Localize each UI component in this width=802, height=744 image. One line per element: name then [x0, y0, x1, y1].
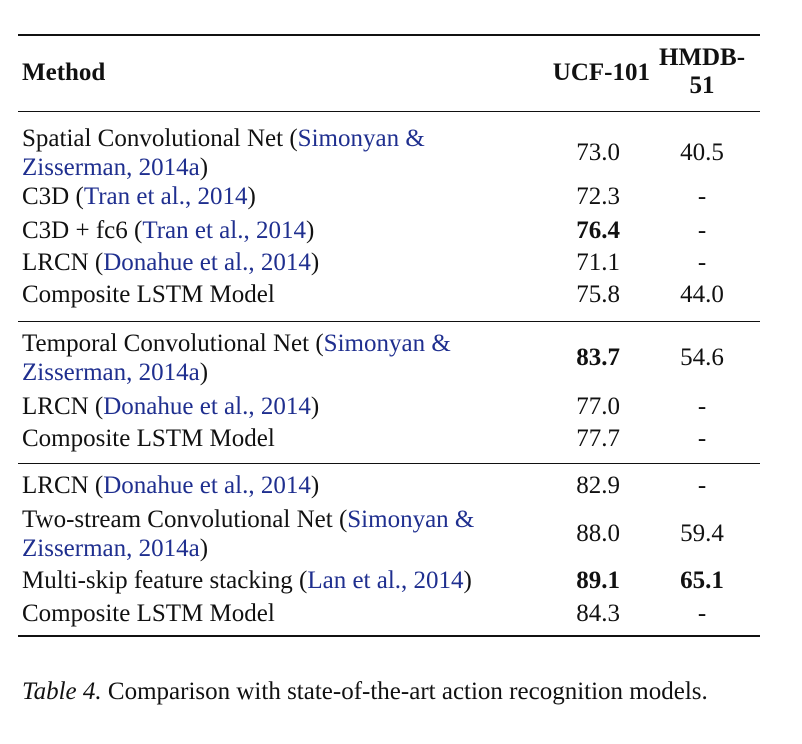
- hmdb-value: -: [697, 472, 707, 499]
- citation-link[interactable]: Donahue et al., 2014: [103, 472, 311, 499]
- method-cell: LRCN (Donahue et al., 2014): [22, 472, 320, 499]
- citation-link[interactable]: Simonyan &: [323, 330, 451, 357]
- hmdb-value: -: [697, 217, 707, 244]
- caption-text: Comparison with state-of-the-art action …: [101, 678, 708, 705]
- method-cell: Temporal Convolutional Net (Simonyan & Z…: [22, 330, 451, 386]
- ucf-value: 89.1: [576, 567, 620, 594]
- hmdb-value: 59.4: [680, 520, 724, 547]
- method-cell: Multi-skip feature stacking (Lan et al.,…: [22, 567, 472, 594]
- header-hmdb51: HMDB- 51: [658, 44, 746, 99]
- method-cell: C3D (Tran et al., 2014): [22, 183, 256, 210]
- ucf-value: 77.0: [576, 393, 620, 420]
- method-cell: Two-stream Convolutional Net (Simonyan &…: [22, 506, 475, 562]
- ucf-value: 72.3: [576, 183, 620, 210]
- caption-label: Table 4.: [22, 678, 102, 705]
- ucf-value: 75.8: [576, 281, 620, 308]
- table-row: Temporal Convolutional Net (Simonyan & Z…: [0, 329, 802, 387]
- citation-link[interactable]: Simonyan &: [297, 125, 425, 152]
- hmdb-value: 44.0: [680, 281, 724, 308]
- citation-link[interactable]: Donahue et al., 2014: [103, 393, 311, 420]
- method-cell: LRCN (Donahue et al., 2014): [22, 249, 320, 276]
- citation-link[interactable]: Zisserman, 2014a: [22, 154, 200, 181]
- ucf-value: 71.1: [576, 249, 620, 276]
- table-row: Two-stream Convolutional Net (Simonyan &…: [0, 505, 802, 563]
- bottom-rule: [18, 635, 760, 637]
- table-row: Spatial Convolutional Net (Simonyan & Zi…: [0, 124, 802, 182]
- hmdb-value: -: [697, 183, 707, 210]
- ucf-value: 77.7: [576, 425, 620, 452]
- header-ucf101: UCF-101: [552, 59, 650, 86]
- method-cell: LRCN (Donahue et al., 2014): [22, 393, 320, 420]
- citation-link[interactable]: Tran et al., 2014: [83, 183, 248, 210]
- citation-link[interactable]: Tran et al., 2014: [142, 217, 306, 244]
- hmdb-value: -: [697, 425, 707, 452]
- hmdb-value: 65.1: [680, 567, 724, 594]
- group-divider: [18, 463, 760, 465]
- ucf-value: 82.9: [576, 472, 620, 499]
- ucf-value: 76.4: [576, 217, 620, 244]
- method-cell: Composite LSTM Model: [22, 600, 275, 627]
- hmdb-value: -: [697, 600, 707, 627]
- hmdb-value: 54.6: [680, 344, 724, 371]
- top-rule: [18, 34, 760, 36]
- ucf-value: 83.7: [576, 344, 620, 371]
- hmdb-value: 40.5: [680, 139, 724, 166]
- method-cell: Composite LSTM Model: [22, 425, 275, 452]
- table-caption: Table 4. Comparison with state-of-the-ar…: [22, 676, 760, 708]
- header-rule: [18, 111, 760, 113]
- citation-link[interactable]: Zisserman, 2014a: [22, 535, 200, 562]
- citation-link[interactable]: Lan et al., 2014: [307, 567, 464, 594]
- method-cell: Composite LSTM Model: [22, 281, 275, 308]
- method-cell: Spatial Convolutional Net (Simonyan & Zi…: [22, 125, 425, 181]
- header-method: Method: [22, 59, 106, 86]
- citation-link[interactable]: Simonyan &: [347, 506, 475, 533]
- ucf-value: 73.0: [576, 139, 620, 166]
- group-divider: [18, 321, 760, 323]
- citation-link[interactable]: Donahue et al., 2014: [103, 249, 311, 276]
- ucf-value: 84.3: [576, 600, 620, 627]
- ucf-value: 88.0: [576, 520, 620, 547]
- hmdb-value: -: [697, 249, 707, 276]
- hmdb-value: -: [697, 393, 707, 420]
- citation-link[interactable]: Zisserman, 2014a: [22, 359, 200, 386]
- method-cell: C3D + fc6 (Tran et al., 2014): [22, 217, 315, 244]
